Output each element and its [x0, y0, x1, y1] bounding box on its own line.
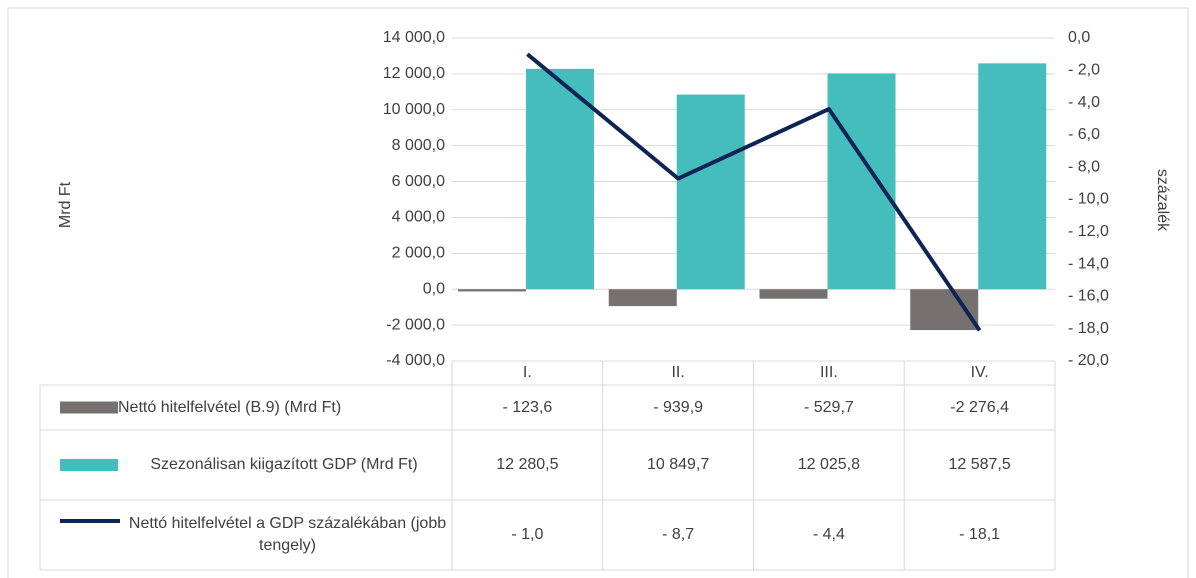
- frame: [7, 7, 1189, 578]
- x-tick-label: IV.: [970, 364, 989, 381]
- x-tick-label: III.: [819, 364, 838, 381]
- y2-tick-label: - 20,0: [1068, 352, 1109, 369]
- bar: [827, 73, 896, 290]
- y2-tick-label: - 18,0: [1068, 320, 1109, 337]
- y2-tick-label: - 2,0: [1068, 62, 1100, 79]
- y2-tick-label: - 14,0: [1068, 255, 1109, 272]
- x-tick-label: II.: [671, 364, 685, 381]
- table-value: - 939,9: [653, 398, 704, 416]
- table-value: 12 025,8: [797, 456, 861, 473]
- bar: [458, 289, 526, 292]
- y2-tick-label: 0,0: [1068, 29, 1090, 46]
- y2-tick-label: - 10,0: [1068, 191, 1109, 208]
- y-tick-label: 0,0: [423, 280, 445, 297]
- legend-swatch: [60, 401, 118, 414]
- table-value: - 529,7: [803, 398, 854, 416]
- table-value: -2 276,4: [950, 398, 1009, 416]
- y-tick-label: -4 000,0: [386, 352, 445, 369]
- bar: [676, 94, 745, 290]
- legend-swatch: [60, 459, 118, 471]
- y-tick-label: -2 000,0: [386, 316, 445, 333]
- line: [526, 52, 982, 332]
- y-tick-label: 14 000,0: [383, 29, 445, 46]
- y2-tick-label: - 6,0: [1068, 126, 1100, 143]
- bar: [978, 63, 1047, 290]
- y-tick-label: 12 000,0: [383, 65, 445, 82]
- table-value: - 123,6: [502, 398, 553, 416]
- legend-label: Szezonálisan kiigazított GDP (Mrd Ft): [150, 456, 418, 473]
- y-tick-label: 8 000,0: [392, 137, 445, 154]
- bar: [759, 289, 828, 299]
- y-tick-label: 6 000,0: [392, 173, 445, 190]
- y-tick-label: 10 000,0: [383, 101, 445, 118]
- legend-label: Nettó hitelfelvétel (B.9) (Mrd Ft): [118, 398, 342, 416]
- y2-tick-label: - 12,0: [1068, 223, 1109, 240]
- legend-label: Nettó hitelfelvétel a GDP százalékában (…: [128, 515, 447, 554]
- table-value: - 18,1: [959, 526, 1001, 543]
- table-value: 12 587,5: [948, 456, 1011, 473]
- table-value: 12 280,5: [496, 456, 559, 473]
- y-tick-label: 2 000,0: [392, 245, 445, 262]
- table-value: - 8,7: [662, 526, 695, 543]
- y-axis-label: Mrd Ft: [57, 181, 74, 228]
- y-tick-label: 4 000,0: [392, 209, 445, 226]
- y2-tick-label: - 8,0: [1068, 158, 1100, 175]
- bar: [526, 68, 594, 290]
- y2-tick-label: - 16,0: [1068, 288, 1109, 305]
- bar: [608, 289, 677, 307]
- y2-axis-label: százalék: [1154, 169, 1171, 232]
- table-value: - 1,0: [511, 526, 544, 543]
- bar: [910, 289, 979, 331]
- table-value: - 4,4: [812, 526, 845, 543]
- table-value: 10 849,7: [646, 456, 710, 473]
- y2-tick-label: - 4,0: [1068, 94, 1100, 111]
- x-tick-label: I.: [522, 364, 532, 381]
